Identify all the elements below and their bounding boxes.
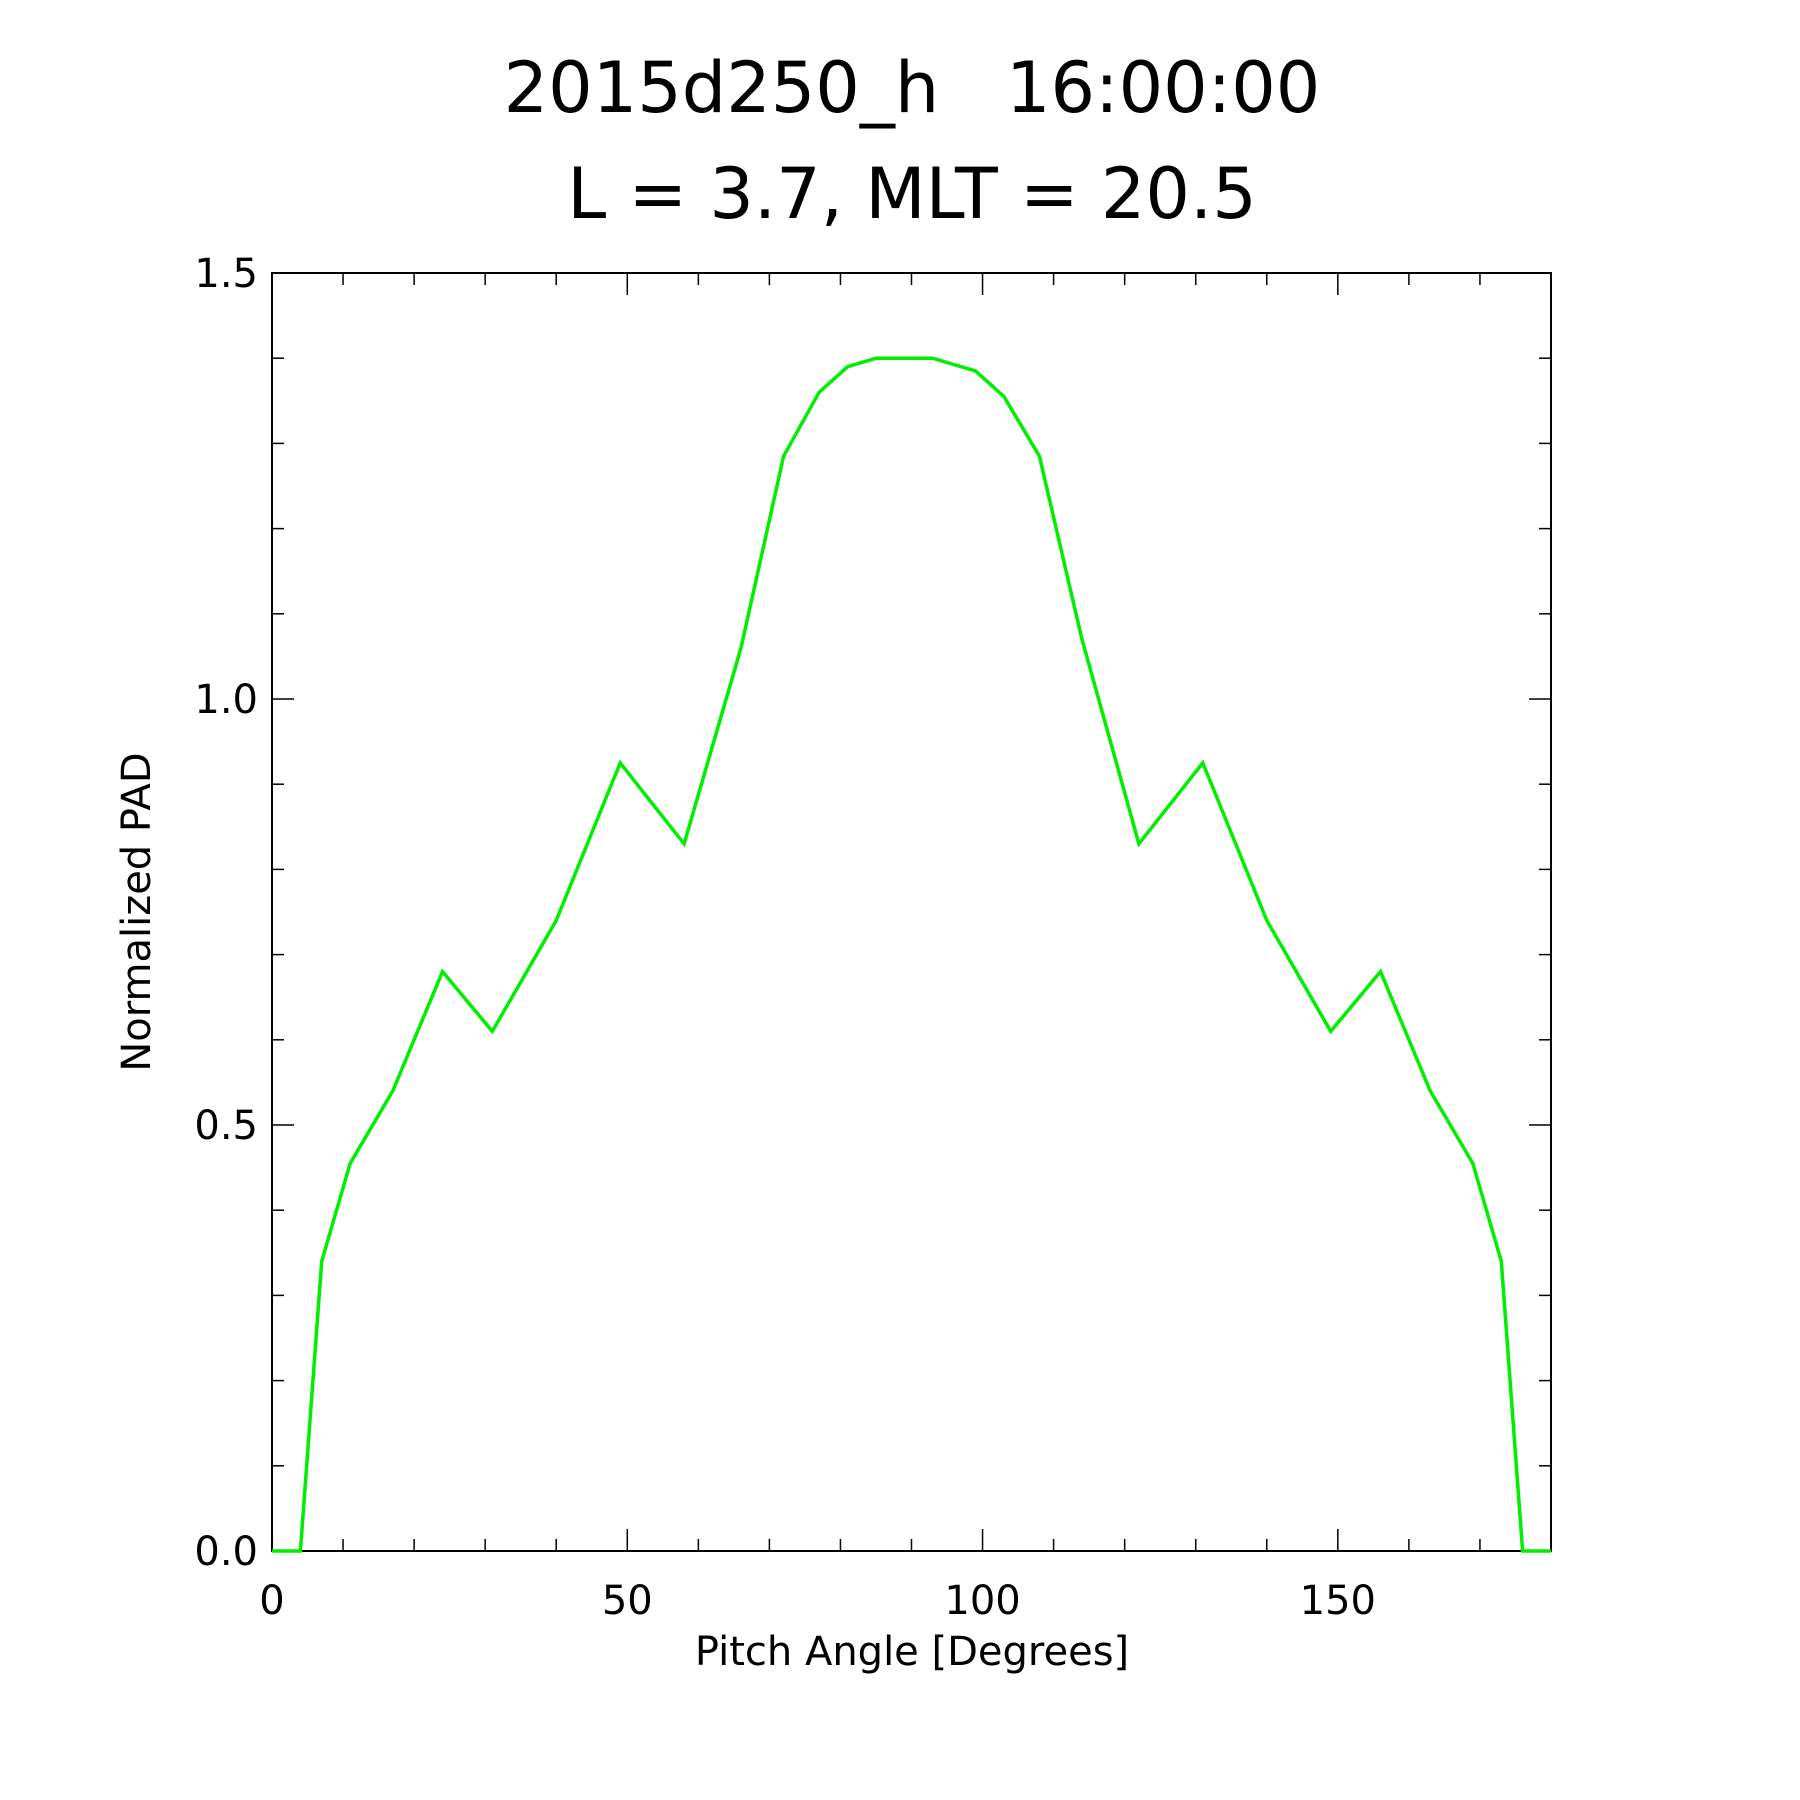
x-axis-label: Pitch Angle [Degrees] [695, 1629, 1129, 1675]
y-tick-label: 1.5 [194, 251, 258, 297]
chart-title: 2015d250_h 16:00:00 [504, 47, 1321, 129]
x-tick-label: 100 [944, 1578, 1020, 1624]
x-tick-label: 50 [602, 1578, 653, 1624]
pad-series-line [272, 356, 1551, 1553]
series-layer [272, 356, 1551, 1553]
tick-labels: 0 50 100 150 0.0 0.5 1.0 1.5 [194, 251, 1376, 1624]
tick-marks [271, 272, 1552, 1552]
x-tick-label: 0 [259, 1578, 284, 1624]
y-tick-label: 1.0 [194, 677, 258, 723]
chart-subtitle: L = 3.7, MLT = 20.5 [567, 153, 1257, 235]
plot-frame [271, 272, 1552, 1552]
y-tick-label: 0.5 [194, 1103, 258, 1149]
y-axis-label: Normalized PAD [114, 752, 160, 1071]
x-tick-label: 150 [1300, 1578, 1376, 1624]
y-tick-label: 0.0 [194, 1529, 258, 1575]
